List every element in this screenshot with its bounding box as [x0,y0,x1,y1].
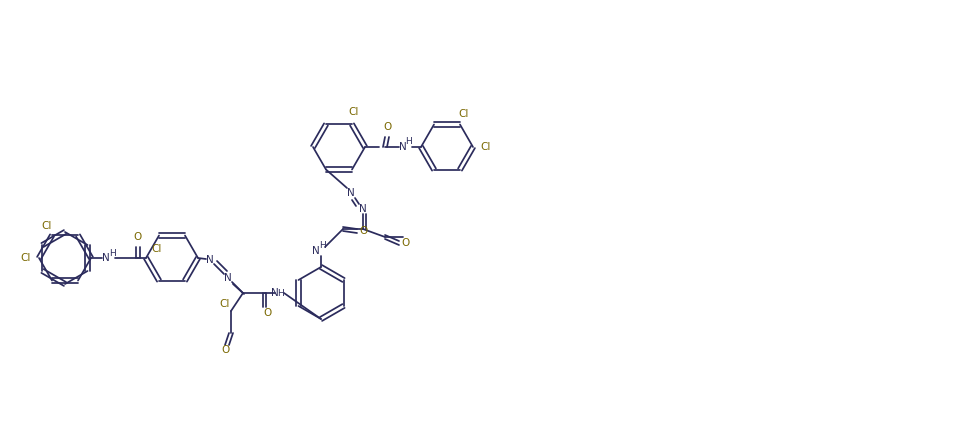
Text: N: N [224,273,232,283]
Text: H: H [276,289,283,297]
Text: O: O [383,122,391,132]
Text: O: O [359,226,367,236]
Text: Cl: Cl [220,299,230,309]
Text: O: O [134,232,142,242]
Text: H: H [108,249,115,258]
Text: Cl: Cl [458,109,469,119]
Text: Cl: Cl [21,253,32,263]
Text: Cl: Cl [152,245,162,255]
Text: N: N [271,288,279,298]
Text: N: N [102,253,110,263]
Text: O: O [401,238,409,248]
Text: Cl: Cl [349,108,360,117]
Text: O: O [221,345,229,355]
Text: O: O [263,308,271,318]
Text: Cl: Cl [42,221,52,232]
Text: N: N [206,255,214,265]
Text: H: H [318,242,325,251]
Text: N: N [399,142,407,152]
Text: H: H [406,137,412,146]
Text: N: N [347,188,355,198]
Text: N: N [312,246,320,256]
Text: Cl: Cl [480,142,491,152]
Text: N: N [359,204,367,214]
